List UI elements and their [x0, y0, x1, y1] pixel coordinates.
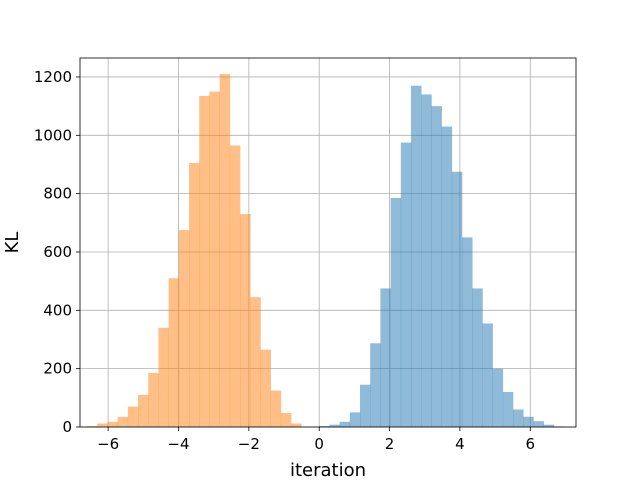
- histogram-bar-series-1: [513, 409, 524, 427]
- x-tick-label: 2: [385, 435, 395, 453]
- histogram-bar-series-1: [472, 288, 483, 427]
- histogram-bar-series-1: [349, 412, 361, 427]
- y-tick-label: 400: [43, 301, 72, 319]
- histogram-bar-series-1: [523, 416, 534, 427]
- y-tick-label: 1200: [34, 68, 72, 86]
- histogram-bar-series-2: [229, 145, 241, 427]
- histogram-bar-series-1: [380, 288, 391, 427]
- x-tick-label: 4: [455, 435, 465, 453]
- histogram-bar-series-2: [178, 230, 190, 427]
- histogram-bar-series-2: [250, 297, 261, 427]
- x-tick-label: 0: [314, 435, 324, 453]
- x-tick-label: −6: [97, 435, 119, 453]
- histogram-bar-series-1: [339, 421, 351, 427]
- histogram-bar-series-2: [189, 163, 200, 428]
- histogram-bar-series-2: [107, 421, 118, 427]
- histogram-bar-series-1: [360, 384, 371, 427]
- y-tick-label: 200: [43, 360, 72, 378]
- x-tick-label: 6: [525, 435, 535, 453]
- histogram-bar-series-2: [260, 349, 271, 427]
- histogram-bar-series-2: [219, 74, 231, 427]
- histogram-bar-series-1: [329, 424, 340, 427]
- histogram-bar-series-2: [240, 214, 251, 427]
- histogram-bar-series-2: [127, 406, 139, 427]
- x-axis-label: iteration: [290, 460, 366, 480]
- histogram-bar-series-1: [533, 421, 544, 427]
- histogram-bar-series-1: [370, 343, 381, 427]
- ticks-layer: −6 −4 −2 0 2 4 6 0 200 400 600 800 1000 1200: [34, 68, 535, 453]
- histogram-bar-series-1: [502, 391, 514, 427]
- histogram-bar-series-2: [87, 426, 98, 427]
- plot-frame: [79, 57, 577, 428]
- histogram-bar-series-1: [451, 171, 463, 427]
- histogram-bar-series-2: [280, 412, 292, 427]
- histogram-bar-series-1: [319, 426, 330, 427]
- histogram-bar-series-1: [400, 142, 412, 427]
- histogram-bar-series-2: [168, 278, 180, 427]
- histogram-bar-series-1: [482, 323, 493, 427]
- histogram-bar-series-2: [199, 95, 210, 427]
- y-tick-label: 600: [43, 243, 72, 261]
- histogram-bar-series-1: [421, 94, 432, 427]
- histogram-bar-series-1: [543, 424, 555, 427]
- histogram-bar-series-2: [209, 91, 220, 427]
- histogram-bar-series-1: [431, 106, 442, 427]
- histogram-bar-series-1: [441, 126, 453, 427]
- histogram-bar-series-1: [390, 198, 402, 427]
- histogram-bar-series-2: [291, 423, 302, 427]
- histogram-bar-series-2: [158, 327, 169, 427]
- y-tick-label: 800: [43, 185, 72, 203]
- histogram-bar-series-2: [138, 394, 149, 427]
- histogram-bar-series-2: [97, 423, 108, 427]
- x-tick-label: −2: [238, 435, 260, 453]
- y-axis-label: KL: [2, 232, 23, 254]
- histogram-bar-series-1: [492, 368, 504, 427]
- histogram-bar-series-2: [117, 416, 129, 427]
- bars-layer: [87, 74, 565, 428]
- histogram-bar-series-1: [462, 237, 473, 427]
- x-tick-label: −4: [167, 435, 189, 453]
- y-tick-label: 1000: [34, 126, 72, 144]
- histogram-bar-series-2: [270, 390, 282, 427]
- y-tick-label: 0: [62, 418, 72, 436]
- histogram-bar-series-1: [411, 85, 422, 428]
- histogram-bar-series-2: [148, 373, 159, 427]
